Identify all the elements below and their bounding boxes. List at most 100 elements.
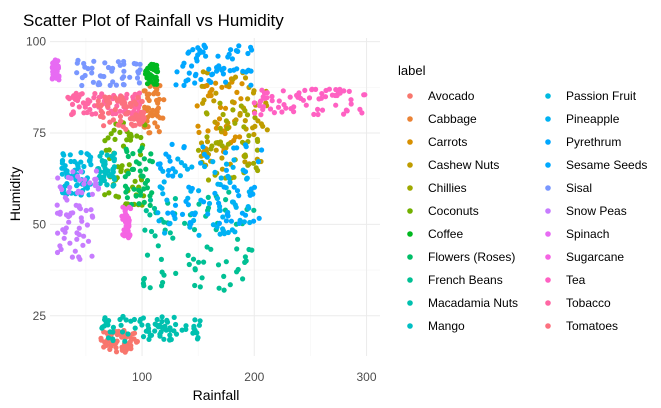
legend-key	[407, 231, 413, 237]
data-point	[147, 158, 153, 164]
x-tick-label: 200	[244, 370, 264, 384]
data-point	[84, 222, 90, 228]
data-point	[153, 74, 159, 80]
data-point	[137, 152, 144, 158]
data-point	[209, 87, 215, 93]
data-point	[221, 287, 227, 293]
data-point	[99, 325, 105, 331]
data-point	[161, 179, 167, 185]
data-point	[291, 109, 297, 115]
data-point	[111, 176, 118, 182]
data-point	[112, 95, 118, 101]
data-point	[108, 343, 114, 349]
data-point	[194, 103, 200, 109]
data-point	[128, 103, 134, 110]
data-point	[135, 94, 141, 100]
legend-item: Snow Peas	[545, 204, 627, 218]
data-point	[160, 279, 166, 286]
data-point	[97, 73, 103, 79]
data-point	[53, 59, 60, 66]
data-point	[137, 168, 143, 174]
data-point	[258, 112, 264, 118]
data-point	[93, 168, 99, 174]
data-point	[154, 124, 160, 130]
data-point	[110, 324, 116, 330]
data-point	[93, 181, 99, 187]
x-axis-title: Rainfall	[193, 387, 240, 403]
data-point	[82, 104, 88, 110]
data-point	[134, 338, 140, 345]
data-point	[138, 134, 144, 141]
data-point	[234, 188, 241, 194]
data-point	[70, 109, 76, 115]
data-point	[250, 90, 257, 96]
legend-label: Sugarcane	[566, 250, 624, 264]
data-point	[240, 276, 246, 282]
data-point	[130, 166, 137, 172]
data-point	[165, 210, 171, 216]
data-point	[62, 195, 68, 201]
series-cabbage	[139, 83, 167, 136]
data-point	[322, 94, 329, 100]
data-point	[204, 82, 210, 89]
data-point	[109, 172, 115, 178]
data-point	[242, 169, 249, 175]
data-point	[242, 118, 248, 124]
data-point	[49, 76, 55, 82]
data-point	[139, 173, 145, 179]
legend-key	[545, 277, 551, 283]
legend-key	[407, 93, 413, 99]
data-point	[223, 161, 230, 167]
data-point	[302, 87, 308, 93]
data-point	[247, 192, 253, 198]
data-point	[136, 161, 142, 167]
data-point	[54, 210, 61, 216]
data-point	[185, 50, 191, 56]
data-point	[70, 210, 76, 216]
data-point	[106, 147, 112, 153]
data-point	[126, 162, 132, 168]
data-point	[118, 118, 124, 124]
data-point	[259, 147, 265, 153]
data-point	[112, 136, 118, 142]
data-point	[221, 65, 227, 71]
data-point	[128, 318, 134, 324]
data-point	[147, 193, 153, 199]
data-point	[148, 151, 154, 157]
data-point	[222, 150, 229, 156]
data-point	[147, 202, 153, 208]
data-point	[211, 98, 217, 104]
data-point	[81, 163, 87, 170]
data-point	[216, 220, 222, 226]
data-point	[204, 111, 210, 117]
data-point	[72, 248, 78, 254]
data-point	[306, 95, 313, 101]
data-point	[121, 68, 127, 74]
data-point	[117, 108, 123, 114]
data-point	[58, 246, 64, 252]
data-point	[315, 106, 321, 112]
data-point	[106, 94, 112, 100]
legend-item: Pineapple	[545, 112, 620, 126]
data-point	[119, 334, 125, 340]
data-point	[158, 165, 164, 171]
data-point	[151, 91, 157, 97]
data-points	[49, 42, 368, 355]
data-point	[139, 98, 145, 105]
data-point	[136, 187, 142, 193]
data-point	[97, 173, 103, 179]
legend-label: Tobacco	[566, 296, 611, 310]
data-point	[309, 87, 315, 93]
legend-item: Sisal	[545, 181, 592, 195]
data-point	[223, 118, 229, 124]
data-point	[182, 220, 188, 226]
data-point	[186, 261, 192, 268]
data-point	[89, 70, 95, 76]
data-point	[217, 100, 223, 106]
legend-label: French Beans	[428, 273, 503, 287]
data-point	[185, 252, 191, 258]
data-point	[219, 166, 225, 172]
data-point	[205, 194, 211, 200]
series-french-beans	[140, 189, 257, 293]
data-point	[203, 53, 209, 59]
